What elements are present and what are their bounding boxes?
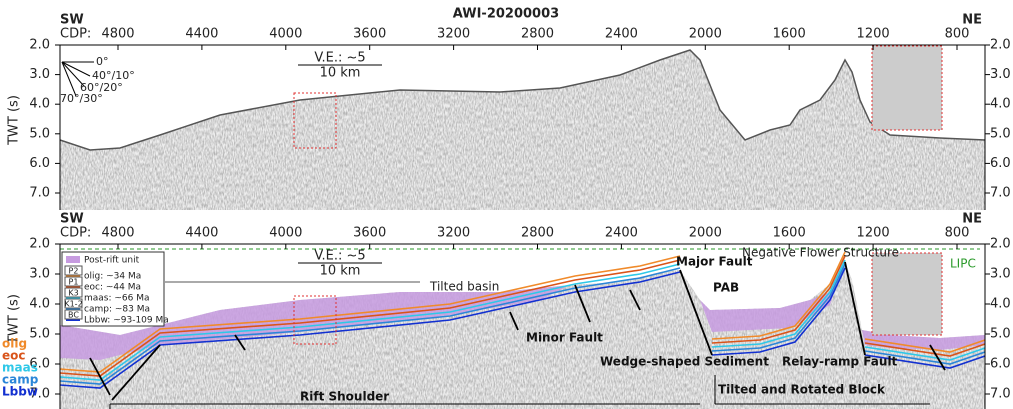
cdp-label: CDP: <box>60 27 91 42</box>
x-tick-label: 3200 <box>437 27 470 42</box>
y-tick-label: 7.0 <box>29 186 50 201</box>
sw-label: SW <box>60 212 84 227</box>
panel-1: SW NE CDP: V.E.: ~5 10 km 0° 40°/10° 60°… <box>60 13 985 211</box>
annotation: Negative Flower Structure <box>742 246 899 260</box>
legend-code: P2 <box>69 267 79 276</box>
scale-length: 10 km <box>320 66 361 81</box>
annotation: PAB <box>713 281 739 295</box>
y-tick-label: 7.0 <box>990 186 1011 201</box>
annotation: LIPC <box>950 257 976 271</box>
y-tick-label: 3.0 <box>990 67 1011 82</box>
y-tick-label: 3.0 <box>29 267 50 282</box>
y-axis-label: TWT (s) <box>7 95 22 146</box>
x-tick-label: 4800 <box>101 27 134 42</box>
x-tick-label: 3600 <box>353 226 386 241</box>
annotation: Rift Shoulder <box>300 390 389 404</box>
y-tick-label: 2.0 <box>990 38 1011 53</box>
panel-2: SW NE CDP: V.E.: ~5 10 km Tilted basin M… <box>60 212 985 409</box>
ve-label: V.E.: ~5 <box>314 249 365 264</box>
y-tick-label: 5.0 <box>29 126 50 141</box>
annotation: Wedge-shaped Sediment <box>600 355 769 369</box>
y-tick-label: 2.0 <box>29 237 50 252</box>
horizon-label: Lbbw <box>2 385 38 399</box>
seismic-texture <box>60 45 985 210</box>
x-tick-label: 3600 <box>353 27 386 42</box>
legend-label: Lbbw: ~93-109 Ma <box>84 316 169 326</box>
x-tick-label: 1200 <box>857 226 890 241</box>
ve-label: V.E.: ~5 <box>314 51 365 66</box>
x-tick-label: 4800 <box>101 226 134 241</box>
x-tick-label: 4400 <box>185 27 218 42</box>
legend-code: P1 <box>69 278 79 287</box>
y-tick-label: 2.0 <box>990 237 1011 252</box>
legend-code: BC <box>68 311 79 320</box>
x-tick-label: 2000 <box>689 27 722 42</box>
x-tick-label: 2400 <box>605 226 638 241</box>
x-tick-label: 4000 <box>269 226 302 241</box>
annotation: Tilted and Rotated Block <box>718 383 886 397</box>
legend-label: eoc: ~44 Ma <box>84 283 141 293</box>
scale-length: 10 km <box>320 264 361 279</box>
legend-label: camp: ~83 Ma <box>84 305 150 315</box>
y-tick-label: 3.0 <box>29 67 50 82</box>
y-tick-label: 2.0 <box>29 38 50 53</box>
y-tick-label: 6.0 <box>29 156 50 171</box>
legend-swatch <box>66 256 80 263</box>
y-tick-label: 6.0 <box>990 357 1011 372</box>
figure: AWI-20200003 SW NE CDP: V.E.: ~5 10 km 0… <box>0 0 1013 409</box>
x-tick-label: 2400 <box>605 27 638 42</box>
annotation: Relay-ramp Fault <box>782 355 898 369</box>
y-tick-label: 4.0 <box>29 297 50 312</box>
x-tick-label: 2000 <box>689 226 722 241</box>
x-tick-label: 4000 <box>269 27 302 42</box>
cdp-label: CDP: <box>60 226 91 241</box>
y-tick-label: 4.0 <box>990 97 1011 112</box>
x-tick-label: 2800 <box>521 27 554 42</box>
legend-label: Post-rift unit <box>84 256 140 266</box>
legend-label: olig: ~34 Ma <box>84 272 141 282</box>
figure-title: AWI-20200003 <box>453 7 559 22</box>
ne-label: NE <box>962 212 982 227</box>
x-tick-label: 1600 <box>773 27 806 42</box>
y-tick-label: 7.0 <box>990 387 1011 402</box>
annotation: Tilted basin <box>429 280 499 294</box>
inset <box>872 46 942 130</box>
sw-label: SW <box>60 13 84 28</box>
legend-code: K3 <box>68 289 78 298</box>
y-tick-label: 5.0 <box>990 327 1011 342</box>
legend-label: maas: ~66 Ma <box>84 294 150 304</box>
y-tick-label: 5.0 <box>990 126 1011 141</box>
annotation: Minor Fault <box>526 331 603 345</box>
ne-label: NE <box>962 13 982 28</box>
x-tick-label: 2800 <box>521 226 554 241</box>
x-tick-label: 800 <box>945 27 970 42</box>
y-tick-label: 3.0 <box>990 267 1011 282</box>
legend-code: K1-2 <box>64 300 82 309</box>
x-tick-label: 800 <box>945 226 970 241</box>
y-tick-label: 5.0 <box>29 327 50 342</box>
y-tick-label: 6.0 <box>990 156 1011 171</box>
inset <box>872 253 942 335</box>
x-tick-label: 4400 <box>185 226 218 241</box>
y-tick-label: 4.0 <box>990 297 1011 312</box>
x-tick-label: 3200 <box>437 226 470 241</box>
angle-label: 0° <box>96 55 109 68</box>
angle-label: 70°/30° <box>60 92 103 105</box>
y-tick-label: 4.0 <box>29 97 50 112</box>
x-tick-label: 1600 <box>773 226 806 241</box>
x-tick-label: 1200 <box>857 27 890 42</box>
